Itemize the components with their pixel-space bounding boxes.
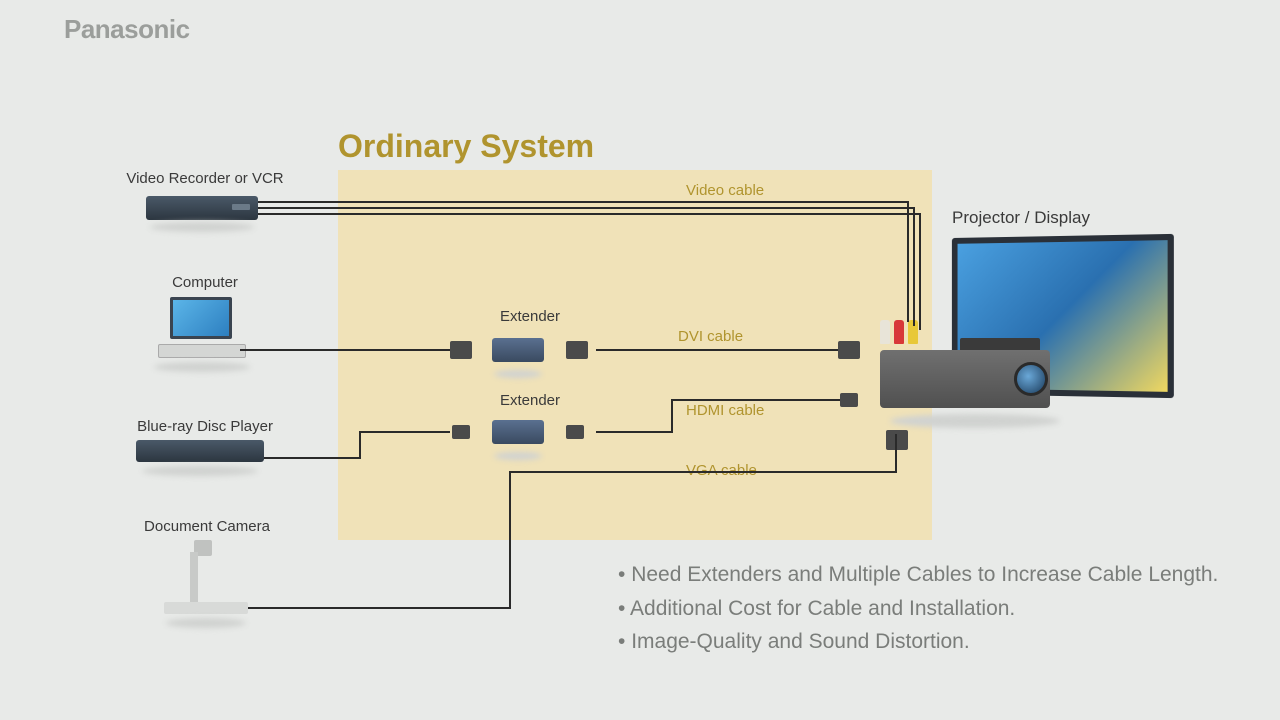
doccam-base-icon	[164, 602, 248, 614]
doccam-arm-icon	[190, 552, 198, 606]
label-hdmi-cable: HDMI cable	[686, 402, 764, 419]
dvi-connector-out	[566, 341, 588, 359]
bullet-list: Need Extenders and Multiple Cables to In…	[618, 558, 1218, 659]
computer-shadow	[154, 362, 250, 372]
extender1-icon	[492, 338, 544, 362]
label-extender1: Extender	[490, 308, 570, 325]
bullet-1: Need Extenders and Multiple Cables to In…	[618, 558, 1218, 592]
bullet-3: Image-Quality and Sound Distortion.	[618, 625, 1218, 659]
vga-connector-proj	[886, 430, 908, 450]
extender2-icon	[492, 420, 544, 444]
projector-shadow	[890, 414, 1060, 428]
rca-white-icon	[880, 320, 890, 344]
bluray-icon	[136, 440, 264, 462]
hdmi-connector-out	[566, 425, 584, 439]
label-extender2: Extender	[490, 392, 570, 409]
dvi-connector-in	[450, 341, 472, 359]
diagram-title: Ordinary System	[338, 128, 594, 165]
computer-keyboard-icon	[158, 344, 246, 358]
computer-monitor-icon	[170, 297, 232, 339]
label-doccam: Document Camera	[132, 518, 282, 535]
label-bluray: Blue-ray Disc Player	[130, 418, 280, 435]
vcr-shadow	[150, 222, 254, 232]
label-vga-cable: VGA cable	[686, 462, 757, 479]
rca-yellow-icon	[908, 320, 918, 344]
label-video-cable: Video cable	[686, 182, 764, 199]
doccam-shadow	[166, 618, 246, 628]
extender2-shadow	[494, 452, 542, 460]
label-vcr: Video Recorder or VCR	[120, 170, 290, 187]
hdmi-connector-proj	[840, 393, 858, 407]
brand-logo: Panasonic	[64, 14, 190, 45]
label-output: Projector / Display	[946, 208, 1096, 228]
dvi-connector-proj	[838, 341, 860, 359]
label-dvi-cable: DVI cable	[678, 328, 743, 345]
projector-lens-icon	[1014, 362, 1048, 396]
bluray-shadow	[142, 466, 258, 476]
bullet-2: Additional Cost for Cable and Installati…	[618, 592, 1218, 626]
vcr-icon	[146, 196, 258, 220]
label-computer: Computer	[160, 274, 250, 291]
hdmi-connector-in	[452, 425, 470, 439]
rca-red-icon	[894, 320, 904, 344]
extender1-shadow	[494, 370, 542, 378]
